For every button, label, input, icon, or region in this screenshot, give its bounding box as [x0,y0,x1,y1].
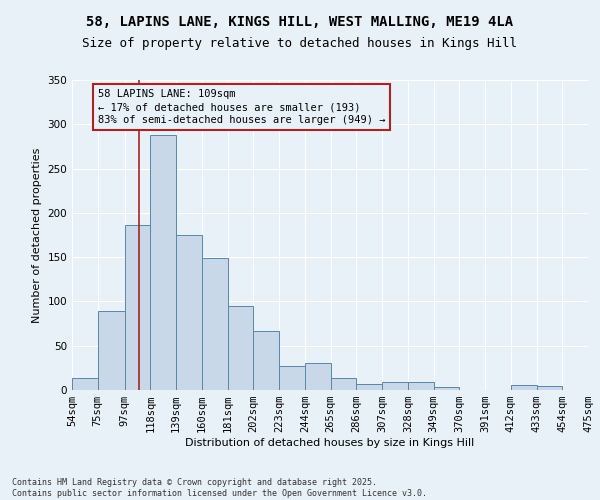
Bar [151,135,176,390]
Bar [253,330,279,390]
Y-axis label: Number of detached properties: Number of detached properties [32,148,42,322]
Bar [72,378,98,390]
Bar [125,226,151,390]
Bar [408,382,434,390]
Text: Contains HM Land Registry data © Crown copyright and database right 2025.
Contai: Contains HM Land Registry data © Crown c… [12,478,427,498]
Bar [305,364,331,390]
X-axis label: Distribution of detached houses by size in Kings Hill: Distribution of detached houses by size … [185,438,475,448]
Bar [536,386,562,390]
Bar [511,384,536,390]
Bar [176,235,202,390]
Text: 58 LAPINS LANE: 109sqm
← 17% of detached houses are smaller (193)
83% of semi-de: 58 LAPINS LANE: 109sqm ← 17% of detached… [98,89,385,126]
Text: Size of property relative to detached houses in Kings Hill: Size of property relative to detached ho… [83,38,517,51]
Bar [434,388,460,390]
Text: 58, LAPINS LANE, KINGS HILL, WEST MALLING, ME19 4LA: 58, LAPINS LANE, KINGS HILL, WEST MALLIN… [86,15,514,29]
Bar [382,382,408,390]
Bar [331,378,356,390]
Bar [279,366,305,390]
Bar [356,384,382,390]
Bar [202,258,227,390]
Bar [98,311,125,390]
Bar [227,306,253,390]
